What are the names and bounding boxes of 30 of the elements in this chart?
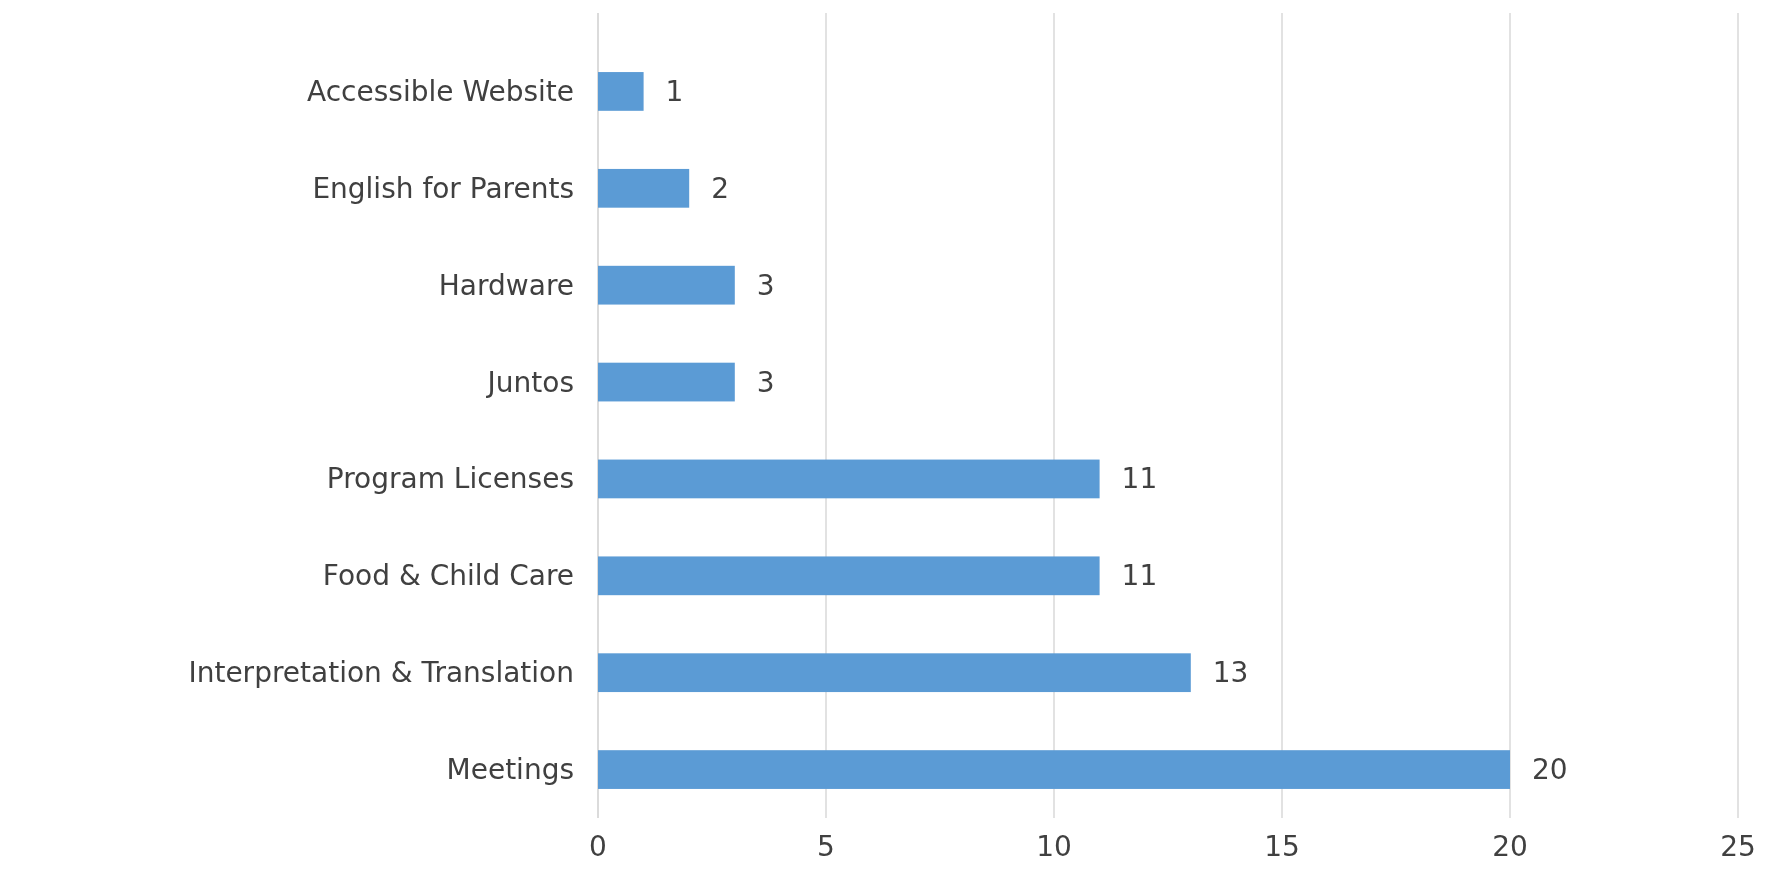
bar: [598, 653, 1191, 693]
y-tick-label: Meetings: [446, 753, 574, 787]
x-tick-label: 20: [1492, 830, 1528, 863]
bar: [598, 750, 1510, 789]
y-tick-label: Juntos: [485, 365, 574, 399]
bar: [598, 459, 1100, 499]
y-tick-label: Accessible Website: [307, 74, 574, 108]
data-label: 2: [711, 171, 730, 205]
data-label: 3: [756, 268, 775, 302]
x-tick-label: 15: [1264, 830, 1300, 863]
y-tick-label: Interpretation & Translation: [188, 656, 574, 690]
data-label: 20: [1532, 753, 1568, 787]
x-tick-label: 25: [1720, 830, 1756, 863]
x-tick-label: 0: [589, 830, 607, 863]
data-label: 11: [1121, 462, 1158, 496]
x-tick-label: 5: [817, 830, 835, 863]
bar: [598, 265, 735, 305]
bar: [598, 362, 735, 402]
x-tick-label: 10: [1036, 830, 1072, 863]
data-label: 11: [1121, 559, 1158, 593]
y-tick-label: Food & Child Care: [322, 559, 574, 593]
bar: [598, 72, 644, 111]
data-label: 3: [756, 365, 775, 399]
y-tick-label: English for Parents: [312, 171, 574, 205]
y-tick-label: Program Licenses: [326, 462, 574, 496]
bar: [598, 556, 1100, 596]
data-label: 13: [1212, 656, 1249, 690]
data-label: 1: [665, 74, 684, 108]
y-tick-label: Hardware: [438, 268, 574, 302]
bar: [598, 168, 690, 208]
